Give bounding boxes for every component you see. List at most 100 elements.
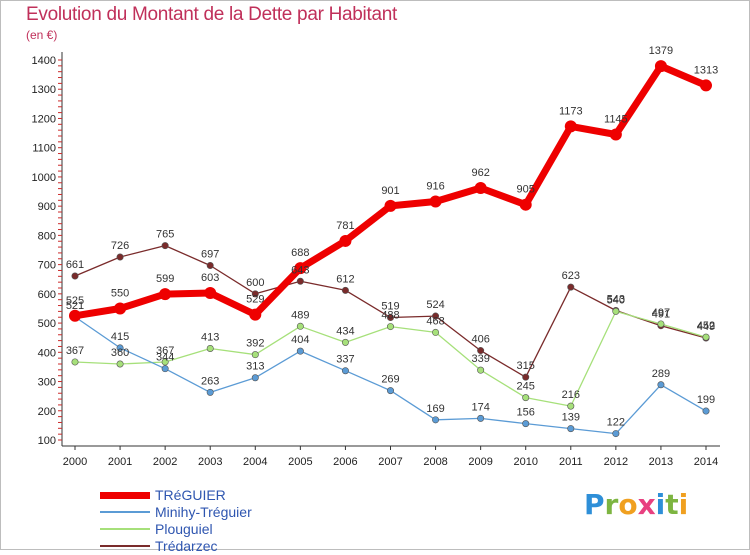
- data-label: 245: [517, 381, 535, 393]
- data-label: 434: [336, 325, 354, 337]
- data-label: 169: [426, 403, 444, 415]
- data-label: 449: [697, 321, 715, 333]
- data-point: [206, 388, 214, 396]
- data-label: 1173: [559, 105, 583, 117]
- legend-label: Minihy-Tréguier: [155, 504, 252, 520]
- data-label: 697: [201, 248, 219, 260]
- legend-label: Plouguiel: [155, 521, 213, 537]
- data-label: 122: [607, 417, 625, 429]
- axes: 100 200 300 400 500 600 700 800 900 1000 1100 1200 1…: [32, 52, 720, 468]
- x-tick-label: 2005: [288, 456, 312, 468]
- data-label: 413: [201, 332, 219, 344]
- legend-swatch: [100, 491, 150, 499]
- data-label: 367: [66, 345, 84, 357]
- chart-title: Evolution du Montant de la Dette par Hab…: [26, 4, 397, 25]
- data-label: 491: [652, 309, 670, 321]
- legend-item: Minihy-Tréguier: [100, 504, 400, 521]
- data-label: 468: [426, 315, 444, 327]
- y-tick-label: 200: [38, 406, 56, 418]
- data-label: 1313: [694, 64, 718, 76]
- data-point: [519, 198, 532, 211]
- x-tick-label: 2013: [649, 456, 673, 468]
- x-tick-label: 2012: [604, 456, 628, 468]
- data-label: 643: [291, 264, 309, 276]
- logo-letter: P: [584, 488, 605, 521]
- data-label: 962: [471, 167, 489, 179]
- data-point: [339, 234, 352, 247]
- data-point: [432, 416, 440, 424]
- data-label: 452: [697, 320, 715, 332]
- y-tick-label: 1200: [32, 113, 56, 125]
- data-point: [251, 351, 259, 359]
- data-labels: 661 726 765 697 600 643 612 519 524 406 315 623 543 4…: [66, 45, 718, 428]
- data-point: [251, 374, 259, 382]
- legend-label: TRéGUIER: [155, 487, 226, 503]
- data-label: 765: [156, 229, 174, 241]
- data-point: [116, 344, 124, 352]
- data-label: 916: [426, 180, 444, 192]
- x-tick-label: 2010: [513, 456, 537, 468]
- data-point: [341, 338, 349, 346]
- data-point: [249, 308, 262, 321]
- x-tick-label: 2008: [423, 456, 447, 468]
- data-label: 392: [246, 338, 264, 350]
- data-point: [522, 420, 530, 428]
- data-point: [206, 345, 214, 353]
- data-point: [432, 312, 440, 320]
- logo-letter: x: [637, 488, 656, 521]
- data-label: 1379: [649, 45, 673, 57]
- y-tick-label: 800: [38, 230, 56, 242]
- data-label: 404: [291, 334, 309, 346]
- legend-item: TRéGUIER: [100, 487, 400, 504]
- data-label: 521: [66, 300, 84, 312]
- data-point: [71, 358, 79, 366]
- x-tick-label: 2002: [153, 456, 177, 468]
- legend-swatch: [100, 528, 150, 530]
- data-point: [204, 286, 217, 299]
- y-tick-label: 1300: [32, 84, 56, 96]
- data-label: 199: [697, 394, 715, 406]
- data-label: 313: [246, 361, 264, 373]
- data-label: 216: [562, 389, 580, 401]
- data-point: [567, 425, 575, 433]
- y-tick-label: 1100: [32, 143, 56, 155]
- data-label: 726: [111, 240, 129, 252]
- data-label: 550: [111, 287, 129, 299]
- legend-item: Plouguiel: [100, 521, 400, 538]
- data-point: [114, 302, 127, 315]
- data-point: [522, 373, 530, 381]
- data-point: [386, 314, 394, 322]
- data-label: 599: [156, 273, 174, 285]
- x-tick-label: 2004: [243, 456, 267, 468]
- data-point: [294, 262, 307, 275]
- data-point: [657, 320, 665, 328]
- x-tick-label: 2009: [468, 456, 492, 468]
- logo-letter: o: [618, 488, 638, 521]
- data-label: 315: [517, 360, 535, 372]
- data-point: [116, 360, 124, 368]
- data-label: 525: [66, 295, 84, 307]
- data-label: 603: [201, 272, 219, 284]
- data-point: [296, 277, 304, 285]
- series-layer: [69, 60, 712, 438]
- y-tick-label: 100: [38, 435, 56, 447]
- data-point: [341, 367, 349, 375]
- data-label: 612: [336, 273, 354, 285]
- data-label: 543: [607, 294, 625, 306]
- data-label: 337: [336, 354, 354, 366]
- data-point: [384, 199, 397, 212]
- data-label: 344: [156, 352, 174, 364]
- chart-subtitle: (en €): [26, 28, 58, 42]
- data-label: 661: [66, 259, 84, 271]
- data-point: [69, 309, 81, 322]
- y-tick-label: 300: [38, 377, 56, 389]
- data-point: [432, 328, 440, 336]
- data-label: 139: [562, 412, 580, 424]
- data-label: 497: [652, 307, 670, 319]
- data-point: [116, 253, 124, 261]
- data-point: [702, 407, 710, 415]
- data-label: 174: [471, 401, 489, 413]
- data-point: [161, 365, 169, 373]
